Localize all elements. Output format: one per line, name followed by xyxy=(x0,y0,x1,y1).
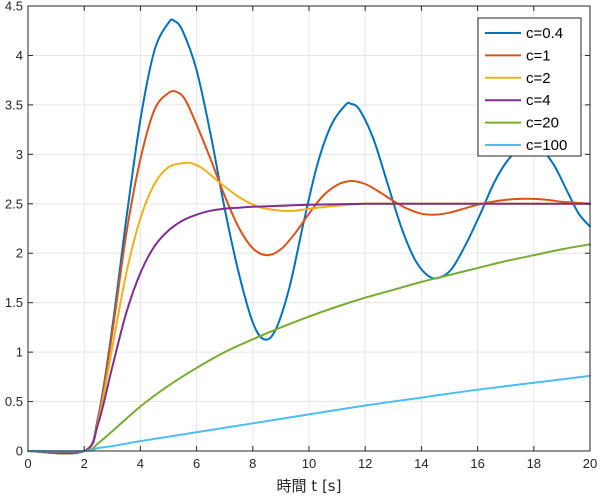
x-axis-label: 時間 t [s] xyxy=(277,477,342,495)
x-tick-label: 16 xyxy=(470,456,484,471)
y-tick-label: 4.5 xyxy=(5,0,23,14)
y-tick-label: 3 xyxy=(16,147,23,162)
y-tick-label: 2.5 xyxy=(5,196,23,211)
y-tick-label: 0.5 xyxy=(5,394,23,409)
y-tick-label: 1.5 xyxy=(5,295,23,310)
y-tick-label: 4 xyxy=(16,48,23,63)
x-tick-label: 4 xyxy=(137,456,144,471)
legend-label-c-2: c=2 xyxy=(526,70,551,87)
legend-label-c-4: c=4 xyxy=(526,92,551,109)
series-layer xyxy=(27,18,591,455)
series-line-c-20 xyxy=(27,243,591,453)
x-tick-label: 0 xyxy=(24,456,31,471)
x-tick-label: 12 xyxy=(358,456,372,471)
legend-label-c-20: c=20 xyxy=(526,115,559,132)
y-axis-tick-labels: 0 0.5 1 1.5 2 2.5 3 3.5 4 4.5 xyxy=(5,0,23,459)
series-line-c-1 xyxy=(27,89,591,455)
x-tick-label: 6 xyxy=(193,456,200,471)
x-tick-label: 10 xyxy=(302,456,316,471)
axis-ticks xyxy=(27,5,591,452)
series-line-c-4 xyxy=(27,202,591,455)
y-tick-label: 1 xyxy=(16,345,23,360)
series-line-c-0-4 xyxy=(27,18,591,455)
legend: c=0.4 c=1 c=2 c=4 c=20 c=100 xyxy=(477,17,582,157)
y-tick-label: 3.5 xyxy=(5,97,23,112)
x-tick-label: 18 xyxy=(527,456,541,471)
x-tick-label: 2 xyxy=(81,456,88,471)
x-tick-label: 8 xyxy=(249,456,256,471)
x-tick-label: 20 xyxy=(583,456,597,471)
legend-box xyxy=(477,17,582,157)
legend-label-c-0-4: c=0.4 xyxy=(526,25,563,42)
y-tick-label: 0 xyxy=(16,444,23,459)
y-tick-label: 2 xyxy=(16,246,23,261)
legend-label-c-1: c=1 xyxy=(526,47,551,64)
legend-label-c-100: c=100 xyxy=(526,137,567,154)
x-tick-label: 14 xyxy=(414,456,428,471)
x-axis-tick-labels: 0 2 4 6 8 10 12 14 16 18 20 xyxy=(24,456,597,471)
series-line-c-100 xyxy=(27,374,591,453)
